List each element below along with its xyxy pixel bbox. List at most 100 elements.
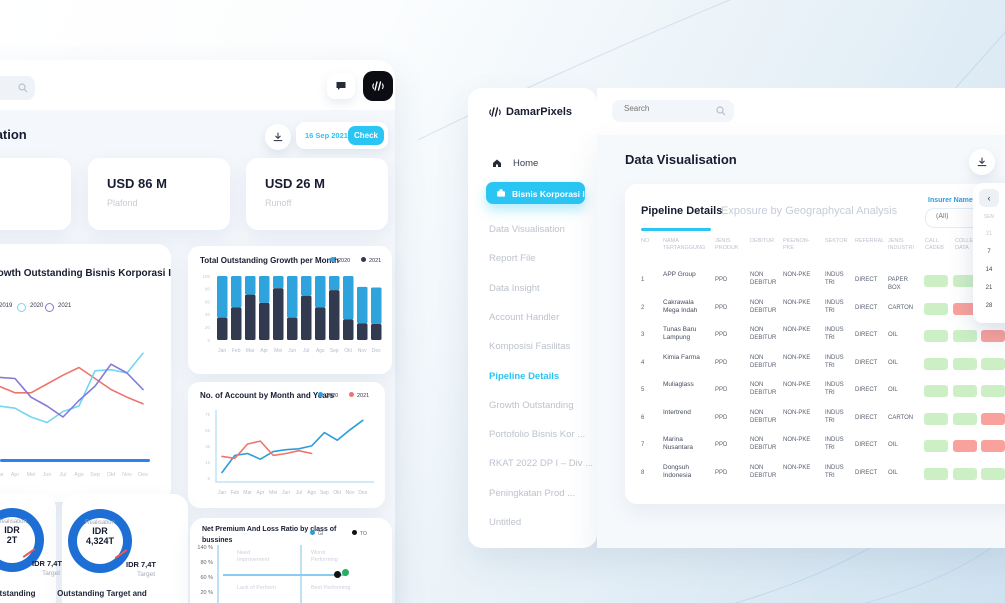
- status-pill-red: [981, 330, 1005, 342]
- column-header-3: DEBITUR: [750, 238, 775, 244]
- sidebar-item-peningkatan-prod[interactable]: Peningkatan Prod ...: [489, 487, 576, 499]
- sidebar-item-komposisi-fasilitas[interactable]: Komposisi Fasilitas: [489, 341, 571, 353]
- cell-no: 1: [641, 277, 645, 283]
- svg-text:Apr: Apr: [260, 348, 268, 354]
- donut-left-text: Realisation IDR 2T: [0, 519, 72, 545]
- table-row[interactable]: 2 Cakrawala Mega Indah PPD NON DEBITUR NON-P…: [625, 296, 1005, 323]
- calendar-date-28[interactable]: 28: [985, 303, 993, 309]
- status-pill-green: [924, 440, 948, 452]
- sidebar-item-data-insight[interactable]: Data Insight: [489, 282, 540, 294]
- cell-referral: DIRECT: [855, 304, 878, 311]
- account-chart-card: [188, 382, 385, 508]
- sidebar-item-report-file[interactable]: Report File: [489, 253, 536, 265]
- quadrant-y-axis: [217, 545, 219, 603]
- cell-produk: PPD: [715, 414, 728, 421]
- table-row[interactable]: 7 Marina Nusantara PPD NON DEBITUR NON-PKE IN…: [625, 433, 1005, 460]
- sidebar-item-home[interactable]: Home: [492, 157, 592, 171]
- sidebar-item-account-handler[interactable]: Account Handler: [489, 311, 560, 323]
- account-legend-2021: 2021: [349, 392, 369, 399]
- left-search-input[interactable]: [0, 79, 12, 90]
- svg-text:Ags: Ags: [74, 472, 84, 478]
- bar-legend-2020: 2020: [330, 257, 350, 264]
- message-button[interactable]: [327, 73, 355, 99]
- cell-industri: CARTON: [888, 304, 914, 311]
- cell-nama: Intertrend: [663, 408, 691, 416]
- svg-text:Jan: Jan: [218, 348, 226, 354]
- cell-nama: Muliaglass: [663, 381, 694, 388]
- cell-sektor: INDUSTRI: [825, 437, 844, 451]
- cell-debitur: NON DEBITUR: [750, 437, 777, 451]
- cell-referral: DIRECT: [855, 359, 878, 366]
- tab-pipeline-details[interactable]: Pipeline Details: [641, 205, 723, 217]
- svg-text:Nov: Nov: [346, 490, 355, 496]
- table-row[interactable]: 8 Dongsuh Indonesia PPD NON DEBITUR NON-PKE I…: [625, 461, 1005, 488]
- main-download-button[interactable]: [969, 149, 995, 175]
- left-search-field[interactable]: [0, 76, 35, 100]
- table-row[interactable]: 3 Tunas Baru Lampung PPD NON DEBITUR NON-PKE…: [625, 323, 1005, 350]
- brand-name: DamarPixels: [506, 106, 573, 118]
- calendar-day-header-sen: SEN: [983, 214, 995, 220]
- calendar-prev-button[interactable]: ‹: [979, 189, 999, 207]
- sidebar-item-growth-outstanding[interactable]: Growth Outstanding: [489, 399, 574, 411]
- quadrant-legend-to: TO: [352, 530, 367, 537]
- cell-produk: PPD: [715, 469, 728, 476]
- calendar-date-21[interactable]: 21: [985, 285, 993, 291]
- status-pill-green: [981, 467, 1005, 480]
- donut-right-target-value: IDR 7,4T: [126, 560, 157, 569]
- date-chip: 16 Sep 2021 Check: [296, 122, 388, 149]
- svg-text:Jul: Jul: [303, 348, 309, 354]
- donut-left-ring: [0, 508, 44, 572]
- table-row[interactable]: 1 APP Group PPD NON DEBITUR NON-PKE INDUSTRI D…: [625, 268, 1005, 295]
- cell-pke: NON-PKE: [783, 299, 811, 306]
- calendar-date-7[interactable]: 7: [987, 249, 991, 255]
- check-button[interactable]: Check: [348, 126, 384, 145]
- sidebar-item-bisnis-korporasi[interactable]: Bisnis Korporasi I: [486, 182, 585, 204]
- svg-text:Jul: Jul: [59, 472, 66, 478]
- status-pill-green: [952, 330, 977, 342]
- sidebar-item-rkat-2022-dp-i-div[interactable]: RKAT 2022 DP I – Div ...: [489, 458, 593, 470]
- insurer-name-input[interactable]: [934, 212, 998, 221]
- main-search-field[interactable]: [612, 100, 734, 122]
- cell-industri: OIL: [888, 332, 898, 338]
- table-row[interactable]: 6 Intertrend PPD NON DEBITUR NON-PKE INDUSTRI…: [625, 406, 1005, 433]
- quadrant-label-worst-performing: Worst Performing: [311, 550, 338, 563]
- quadrant-hline: [223, 574, 347, 576]
- status-pill-green: [924, 412, 948, 425]
- cell-produk: PPD: [715, 442, 728, 448]
- main-search-input[interactable]: [622, 103, 711, 114]
- table-row[interactable]: 4 Kimia Farma PPD NON DEBITUR NON-PKE INDUSTR…: [625, 351, 1005, 378]
- tab-exposure-analysis[interactable]: Exposure by Geographycal Analysis: [721, 205, 898, 217]
- search-icon: [18, 83, 28, 93]
- cell-referral: DIRECT: [855, 332, 878, 338]
- sidebar-item-portofolio-bisnis-kor[interactable]: Portofolio Bisnis Kor ...: [489, 429, 586, 441]
- cell-nama: Kimia Farma: [663, 353, 700, 361]
- calendar-date-31[interactable]: 31: [985, 231, 993, 237]
- donut-right-caption: Outstanding Target and: [57, 589, 147, 598]
- cell-pke: NON-PKE: [783, 354, 811, 361]
- sidebar-item-data-visualisation[interactable]: Data Visualisation: [489, 224, 565, 235]
- quadrant-ytick-140: 140 %: [197, 545, 213, 551]
- cell-referral: DIRECT: [855, 387, 878, 393]
- calendar-date-14[interactable]: 14: [985, 267, 993, 273]
- brand-button[interactable]: [363, 71, 393, 101]
- svg-text:5: 5: [207, 476, 210, 481]
- column-header-8: CALL CADEB: [925, 238, 944, 251]
- left-download-button[interactable]: [265, 124, 291, 150]
- donut-left-currency: IDR: [4, 525, 20, 535]
- svg-text:Mar: Mar: [243, 490, 252, 496]
- svg-text:Okt: Okt: [333, 490, 341, 496]
- sidebar-item-untitled[interactable]: Untitled: [489, 517, 522, 528]
- date-value[interactable]: 16 Sep 2021: [305, 131, 348, 140]
- briefcase-icon: [497, 189, 505, 197]
- svg-text:Nov: Nov: [122, 472, 132, 478]
- svg-text:0: 0: [207, 338, 210, 343]
- cell-no: 6: [641, 414, 645, 421]
- svg-text:Ags: Ags: [307, 490, 316, 496]
- status-pill-green: [924, 302, 948, 315]
- sidebar-item-pipeline-details[interactable]: Pipeline Details: [489, 370, 560, 382]
- cell-industri: OIL: [888, 387, 898, 393]
- svg-text:Ags: Ags: [316, 348, 325, 354]
- cell-debitur: NON DEBITUR: [750, 464, 777, 479]
- table-row[interactable]: 5 Muliaglass PPD NON DEBITUR NON-PKE INDUSTRI…: [625, 378, 1005, 405]
